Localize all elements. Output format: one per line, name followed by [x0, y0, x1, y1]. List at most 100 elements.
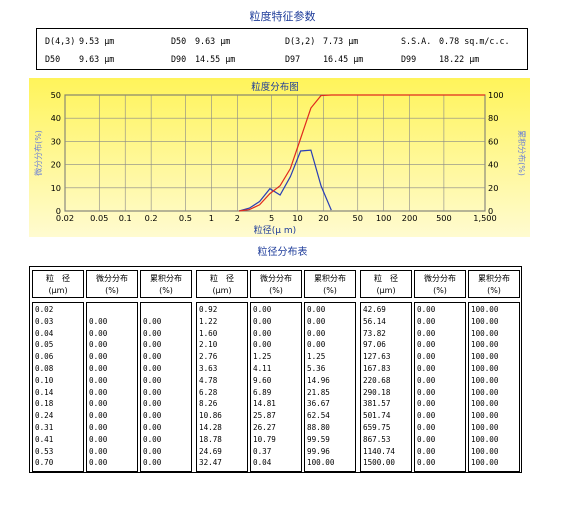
column-header: 微分分布 (%)	[86, 270, 138, 298]
table-cell: 0.05	[35, 340, 54, 350]
column-body	[304, 302, 356, 472]
column-header-unit: (μm)	[212, 286, 232, 295]
table-cell: 100.00	[471, 316, 499, 326]
column-body	[196, 302, 248, 472]
column-body	[86, 302, 138, 472]
table-cell: 220.68	[363, 375, 391, 385]
params-title: 粒度特征参数	[249, 10, 316, 23]
differential-series-line	[238, 149, 332, 212]
table-cell: 6.89	[253, 387, 272, 397]
x-tick-label: 2	[235, 213, 240, 223]
table-cell: 1.25	[307, 352, 326, 362]
table-cell: 100.00	[471, 375, 499, 385]
table-cell: 0.00	[143, 364, 162, 373]
params-box: D(4,3) 9.53 μm D50 9.63 μm D(3,2) 7.73 μm S.S.…	[36, 28, 528, 70]
param-value: 14.55 μm	[195, 54, 236, 64]
table-cell: 0.00	[89, 411, 108, 421]
column-header-title: 微分分布	[260, 274, 292, 283]
table-cell: 0.00	[143, 340, 162, 350]
table-cell: 0.10	[35, 375, 54, 385]
column-header: 累积分布 (%)	[468, 270, 520, 298]
table-cell: 0.00	[417, 328, 436, 338]
x-tick-label: 200	[402, 213, 418, 223]
table-cell: 0.00	[417, 458, 436, 468]
y-right-tick-label: 60	[488, 136, 498, 146]
table-cell: 1500.00	[363, 458, 396, 468]
table-cell: 73.82	[363, 328, 386, 338]
table-cell: 10.79	[253, 434, 276, 444]
table-cell: 0.00	[417, 305, 436, 314]
table-cell: 14.81	[253, 399, 276, 409]
table-cell: 0.00	[143, 352, 162, 362]
column-body	[32, 302, 84, 472]
table-cell: 0.00	[143, 387, 162, 397]
column-header: 累积分布 (%)	[140, 270, 192, 298]
table-cell: 0.00	[89, 364, 108, 373]
table-cell: 0.00	[253, 340, 272, 350]
x-tick-label: 0.5	[179, 213, 192, 223]
table-cell: 0.00	[143, 423, 162, 432]
table-cell: 0.70	[35, 458, 54, 468]
table-cell: 0.00	[417, 387, 436, 397]
table-cell: 0.00	[89, 316, 108, 326]
table-cell: 100.00	[471, 458, 499, 468]
x-tick-label: 0.02	[56, 213, 74, 223]
table-cell: 0.00	[417, 364, 436, 373]
table-cell: 0.00	[417, 316, 436, 326]
y-right-tick-label: 0	[488, 206, 493, 216]
table-cell: 0.00	[417, 411, 436, 421]
table-cell: 0.53	[35, 446, 54, 456]
param-value: 9.53 μm	[79, 36, 115, 46]
table-cell: 659.75	[363, 423, 391, 432]
param-label: D90	[171, 54, 187, 64]
param-label: S.S.A.	[401, 36, 432, 46]
param-label: D(4,3)	[45, 36, 76, 46]
y-left-tick-label: 20	[51, 160, 61, 170]
x-tick-label: 0.1	[119, 213, 132, 223]
table-cell: 0.00	[417, 352, 436, 362]
table-cell: 0.00	[143, 375, 162, 385]
table-cell: 0.00	[307, 328, 326, 338]
table-cell: 100.00	[471, 328, 499, 338]
table-cell: 100.00	[471, 411, 499, 421]
table-cell: 0.00	[307, 316, 326, 326]
table-cell: 0.04	[253, 458, 272, 468]
table-cell: 42.69	[363, 305, 386, 314]
column-header-title: 累积分布	[478, 274, 510, 283]
table-cell: 10.86	[199, 411, 222, 421]
table-cell: 0.08	[35, 364, 54, 373]
column-header-unit: (%)	[269, 286, 283, 295]
y-left-tick-label: 50	[51, 90, 61, 100]
table-cell: 9.60	[253, 375, 272, 385]
column-header: 微分分布 (%)	[250, 270, 302, 298]
column-header-unit: (μm)	[48, 286, 68, 295]
column-header-title: 微分分布	[424, 274, 456, 283]
table-cell: 25.87	[253, 411, 276, 421]
column-body	[140, 302, 192, 472]
table-cell: 0.00	[253, 305, 272, 314]
table-cell: 0.04	[35, 328, 54, 338]
y-right-tick-label: 80	[488, 113, 498, 123]
table-cell: 0.14	[35, 387, 54, 397]
table-cell: 100.00	[471, 446, 499, 456]
x-tick-label: 50	[353, 213, 363, 223]
y-left-tick-label: 10	[51, 183, 61, 193]
x-tick-label: 10	[292, 213, 302, 223]
table-cell: 0.00	[89, 458, 108, 468]
y-right-axis-label: 累积分布(%)	[517, 130, 527, 176]
table-cell: 1.25	[253, 352, 272, 362]
column-header-title: 粒 径	[46, 274, 70, 283]
param-value: 9.63 μm	[195, 36, 231, 46]
column-header-title: 累积分布	[314, 274, 346, 283]
table-cell: 0.00	[143, 434, 162, 444]
x-tick-label: 0.05	[90, 213, 108, 223]
table-cell: 88.80	[307, 423, 330, 432]
table-cell: 0.00	[143, 399, 162, 409]
table-cell: 0.00	[89, 375, 108, 385]
table-cell: 867.53	[363, 434, 391, 444]
x-tick-label: 1	[209, 213, 214, 223]
table-cell: 0.00	[417, 375, 436, 385]
column-header-unit: (%)	[487, 286, 501, 295]
table-cell: 0.00	[143, 458, 162, 468]
